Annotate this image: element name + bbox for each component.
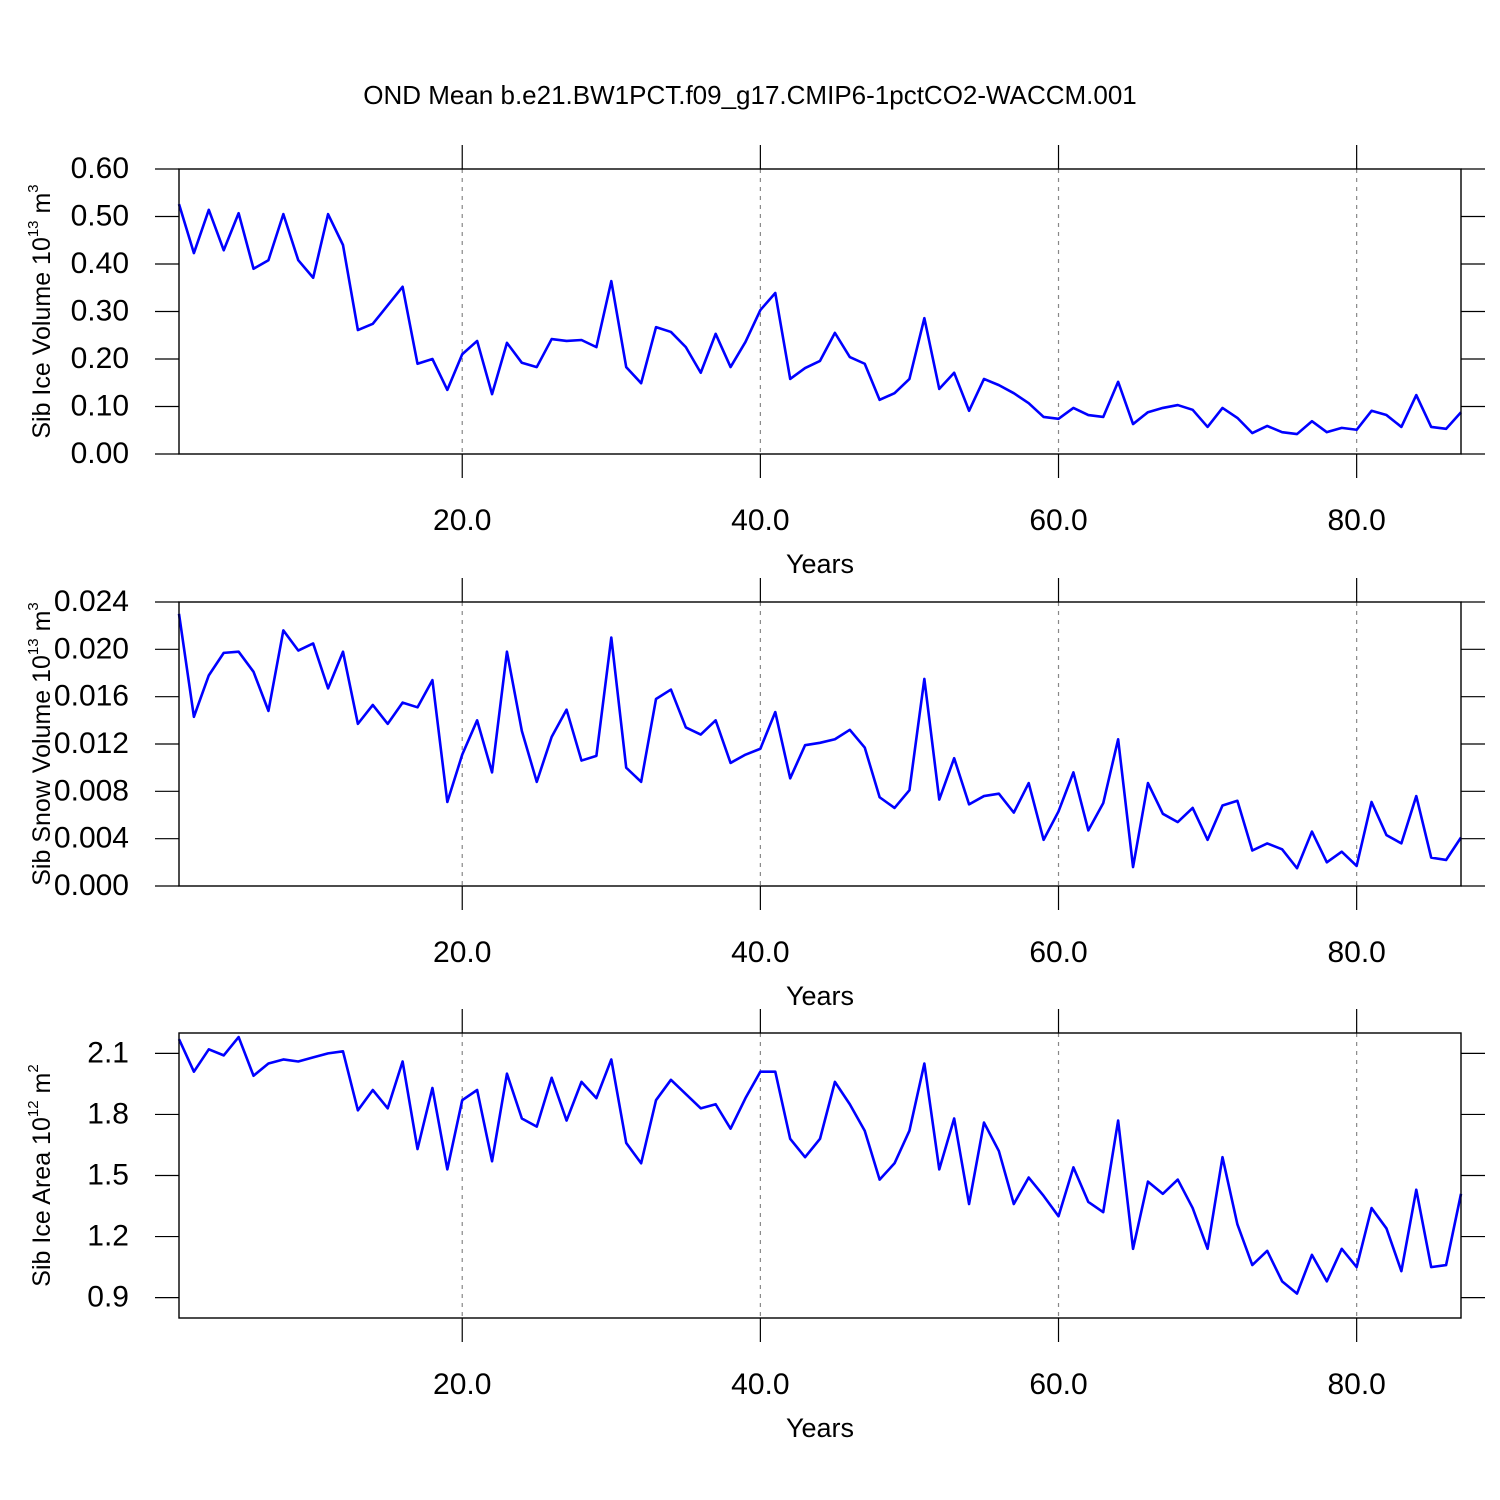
x-tick-label: 40.0 bbox=[731, 504, 789, 537]
y-axis-label-part: m bbox=[28, 611, 56, 639]
x-tick-label: 60.0 bbox=[1029, 1368, 1087, 1401]
y-axis-label: Sib Snow Volume 1013 m3 bbox=[25, 602, 55, 886]
x-tick-label: 20.0 bbox=[433, 936, 491, 969]
y-tick-label: 0.024 bbox=[54, 585, 129, 618]
x-axis-label: Years bbox=[786, 981, 854, 1011]
y-axis-label-part: 2 bbox=[25, 1064, 42, 1072]
y-tick-label: 0.008 bbox=[54, 774, 129, 807]
y-tick-label: 0.50 bbox=[71, 199, 129, 232]
y-tick-label: 1.2 bbox=[87, 1219, 129, 1252]
y-axis-label-part: 3 bbox=[25, 184, 42, 192]
x-tick-label: 40.0 bbox=[731, 1368, 789, 1401]
y-axis-label-part: 12 bbox=[25, 1100, 42, 1117]
y-tick-label: 0.9 bbox=[87, 1281, 129, 1314]
y-axis-label-part: Sib Ice Area 10 bbox=[28, 1117, 56, 1287]
y-axis-label-part: Sib Snow Volume 10 bbox=[28, 655, 56, 886]
y-tick-label: 0.20 bbox=[71, 342, 129, 375]
data-line bbox=[177, 1035, 1463, 1295]
y-axis-label-part: m bbox=[28, 1073, 56, 1101]
y-tick-label: 1.5 bbox=[87, 1158, 129, 1191]
data-line bbox=[177, 613, 1463, 870]
x-axis-label: Years bbox=[786, 549, 854, 579]
y-tick-label: 0.004 bbox=[54, 822, 129, 855]
y-tick-label: 0.00 bbox=[71, 437, 129, 470]
plot-frame bbox=[178, 168, 1462, 455]
x-tick-label: 80.0 bbox=[1327, 1368, 1385, 1401]
y-axis-label: Sib Ice Volume 1013 m3 bbox=[25, 184, 55, 438]
x-tick-label: 20.0 bbox=[433, 504, 491, 537]
x-tick-label: 40.0 bbox=[731, 936, 789, 969]
chart-title: OND Mean b.e21.BW1PCT.f09_g17.CMIP6-1pct… bbox=[363, 80, 1137, 110]
plot-frame bbox=[178, 1032, 1462, 1319]
y-axis-label: Sib Ice Area 1012 m2 bbox=[25, 1064, 55, 1286]
y-tick-label: 0.020 bbox=[54, 632, 129, 665]
y-axis-label-part: 3 bbox=[25, 602, 42, 610]
y-axis-label-part: 13 bbox=[25, 638, 42, 655]
y-tick-label: 0.10 bbox=[71, 389, 129, 422]
y-tick-label: 0.016 bbox=[54, 680, 129, 713]
x-tick-label: 80.0 bbox=[1327, 936, 1385, 969]
plot-frame bbox=[178, 601, 1462, 887]
x-axis-label: Years bbox=[786, 1413, 854, 1443]
y-tick-label: 0.40 bbox=[71, 247, 129, 280]
y-tick-label: 0.60 bbox=[71, 152, 129, 185]
y-tick-label: 2.1 bbox=[87, 1036, 129, 1069]
y-axis-label-part: 13 bbox=[25, 220, 42, 237]
data-line bbox=[177, 203, 1462, 436]
y-tick-label: 0.000 bbox=[54, 869, 129, 902]
x-tick-label: 80.0 bbox=[1327, 504, 1385, 537]
y-tick-label: 1.8 bbox=[87, 1097, 129, 1130]
y-tick-label: 0.30 bbox=[71, 294, 129, 327]
y-axis-label-part: m bbox=[28, 193, 56, 221]
x-tick-label: 20.0 bbox=[433, 1368, 491, 1401]
x-tick-label: 60.0 bbox=[1029, 936, 1087, 969]
y-tick-label: 0.012 bbox=[54, 727, 129, 760]
y-axis-label-part: Sib Ice Volume 10 bbox=[28, 237, 56, 439]
x-tick-label: 60.0 bbox=[1029, 504, 1087, 537]
